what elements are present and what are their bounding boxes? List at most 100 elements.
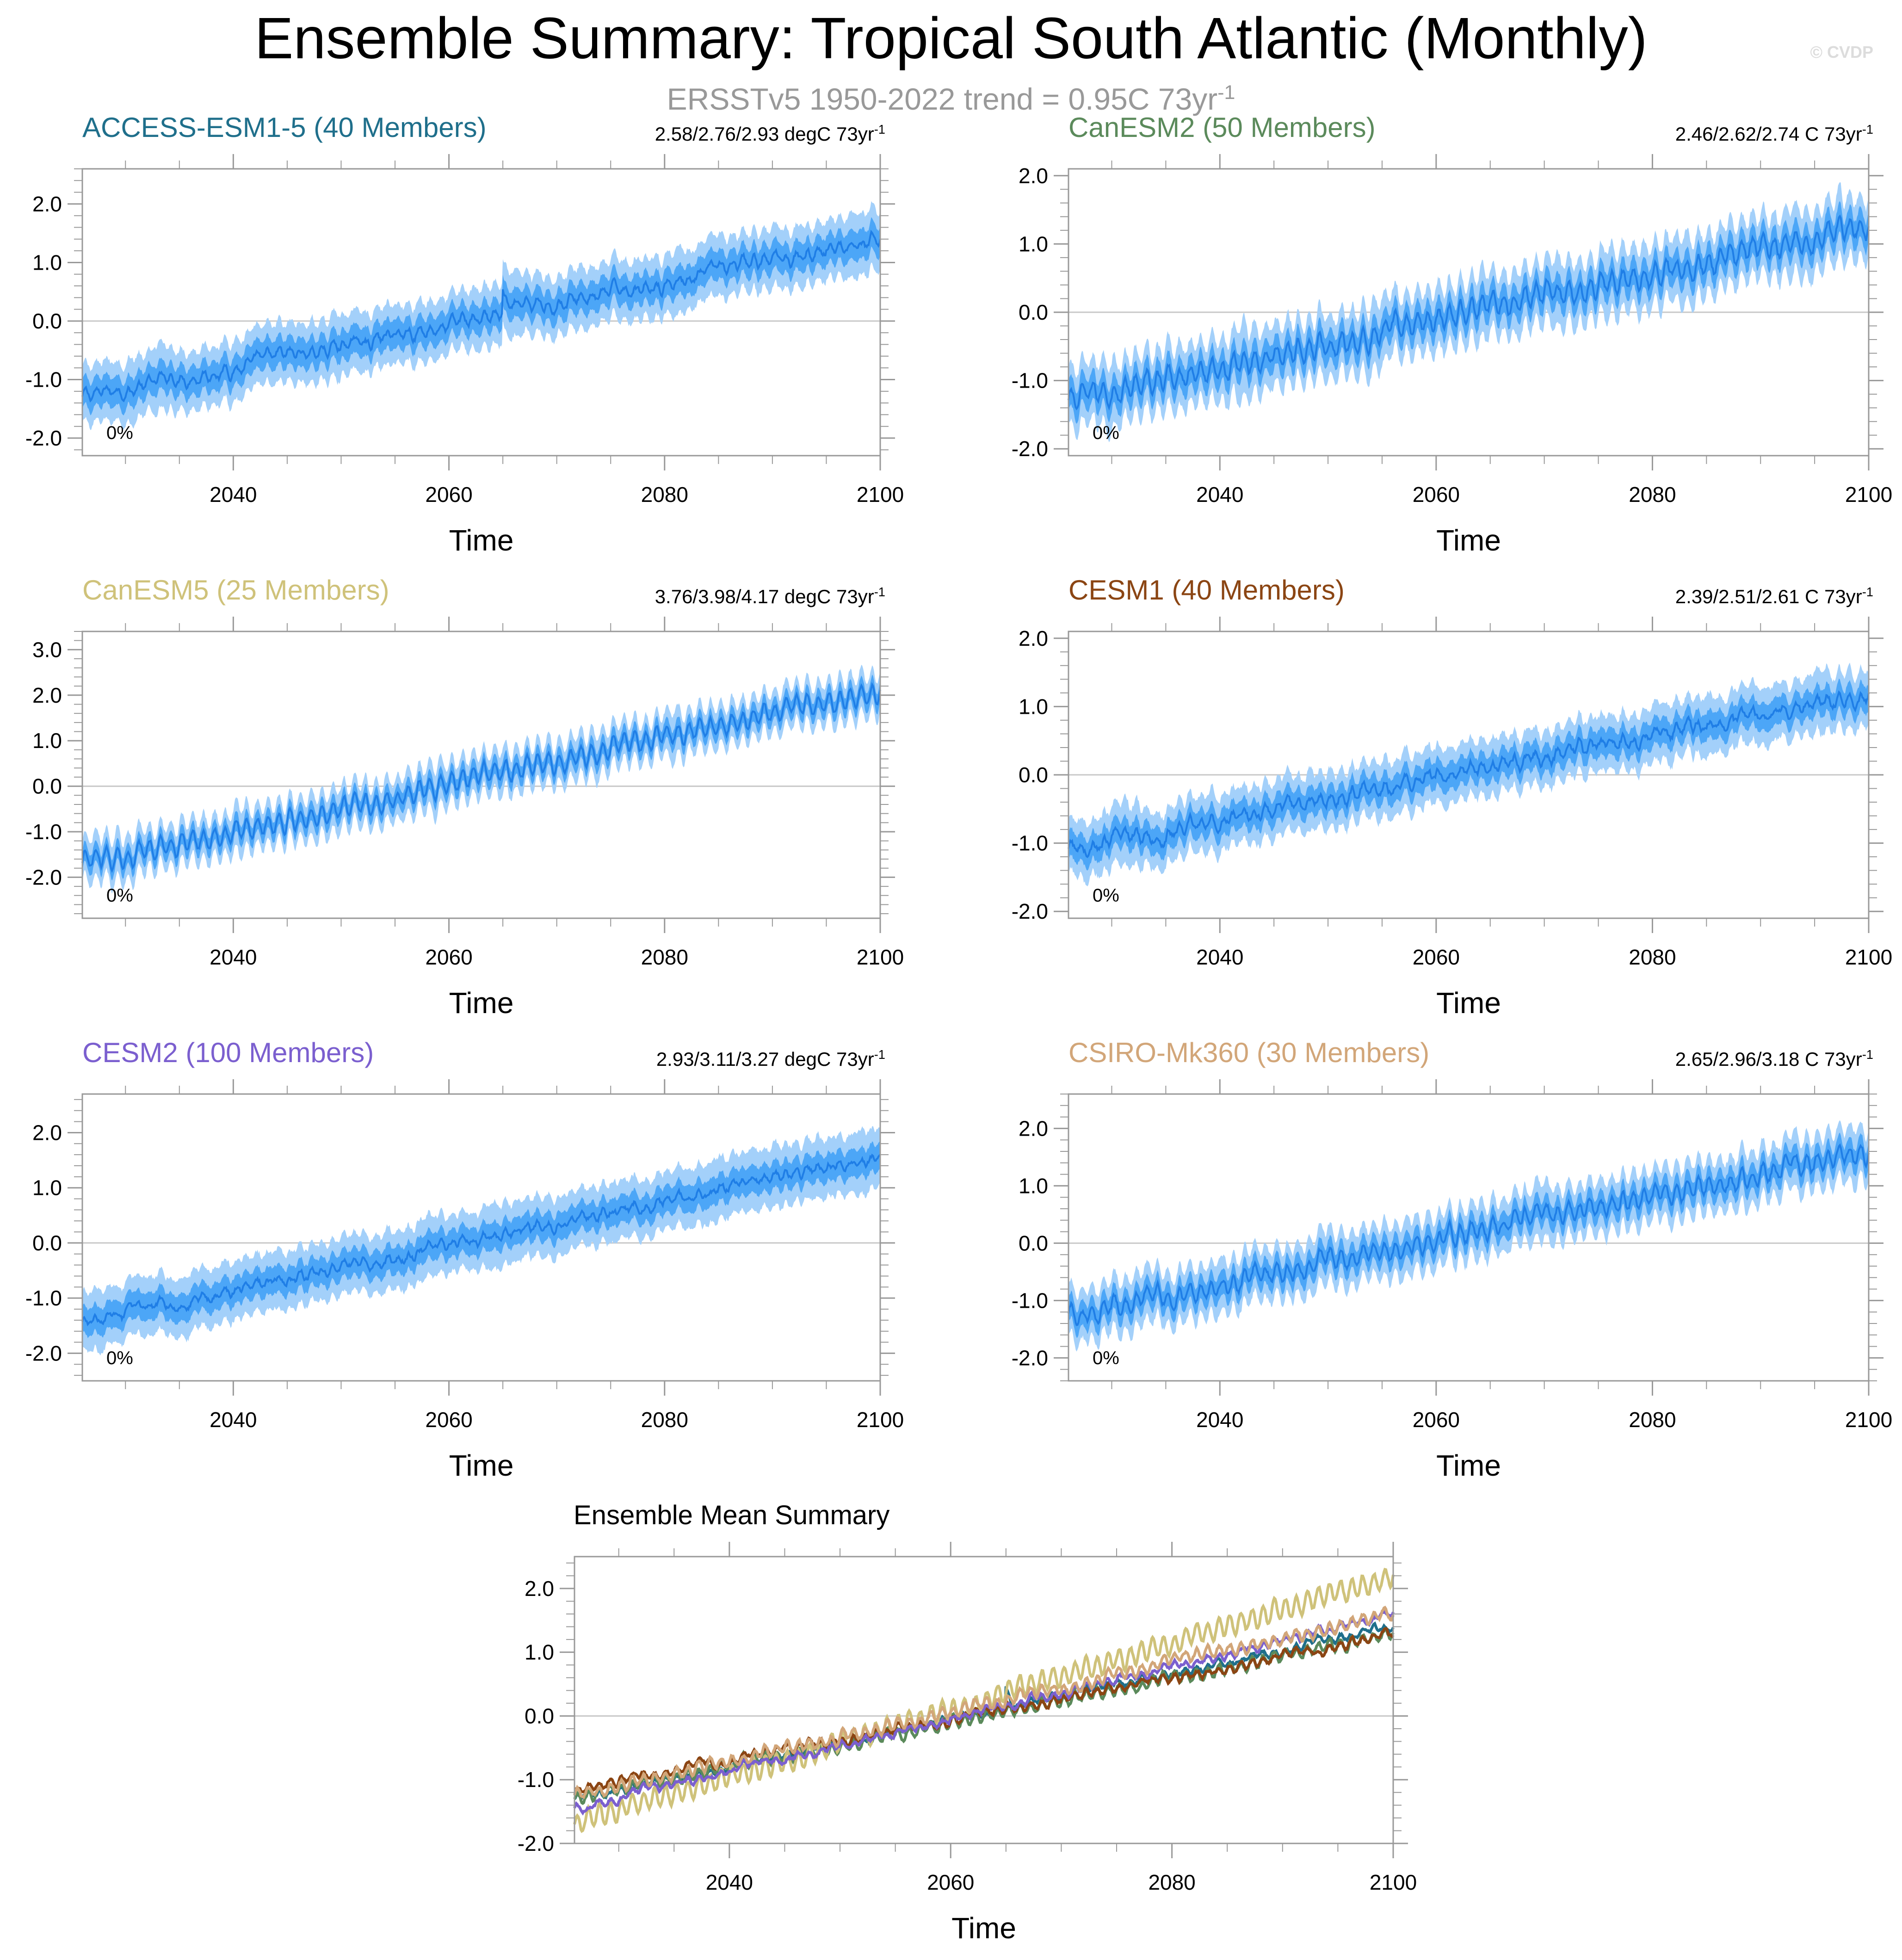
x-tick-label: 2040 <box>1196 945 1243 969</box>
x-axis-label: Time <box>449 986 514 1020</box>
x-tick-label: 2060 <box>425 1408 472 1432</box>
ensemble-mean-line <box>1068 214 1870 411</box>
panel-title-cesm1: CESM1 (40 Members) <box>1068 575 1345 606</box>
y-tick-label: 2.0 <box>32 683 62 707</box>
y-tick-label: -1.0 <box>1012 1288 1048 1312</box>
y-tick-label: 1.0 <box>32 729 62 753</box>
panel-title-cesm2: CESM2 (100 Members) <box>82 1037 374 1068</box>
trend-value: 2.46/2.62/2.74 C 73yr <box>1675 123 1862 145</box>
y-tick-label: 2.0 <box>1019 164 1048 188</box>
x-axis-label: Time <box>1436 1449 1501 1482</box>
x-tick-label: 2100 <box>1845 945 1892 969</box>
x-tick-label: 2100 <box>1845 482 1892 507</box>
x-tick-label: 2080 <box>641 482 688 507</box>
x-axis-label: Time <box>449 524 514 557</box>
page-subtitle: ERSSTv5 1950-2022 trend = 0.95C 73yr-1 <box>0 74 1902 117</box>
percent-label: 0% <box>1093 1348 1119 1368</box>
y-tick-label: -1.0 <box>1012 369 1048 393</box>
panel-title-canesm2: CanESM2 (50 Members) <box>1068 112 1376 143</box>
x-tick-label: 2040 <box>1196 482 1243 507</box>
y-tick-label: -1.0 <box>25 1286 62 1310</box>
x-tick-label: 2080 <box>641 1408 688 1432</box>
ensemble-mean-line <box>81 682 881 873</box>
ensemble-mean-line <box>81 229 881 403</box>
y-tick-label: 2.0 <box>1019 626 1048 650</box>
trend-superscript: -1 <box>874 1047 885 1062</box>
y-tick-label: 0.0 <box>525 1704 554 1728</box>
percent-label: 0% <box>106 1348 133 1368</box>
y-tick-label: 0.0 <box>1019 300 1048 324</box>
trend-text-access: 2.58/2.76/2.93 degC 73yr-1 <box>655 117 885 147</box>
panel-title-canesm5: CanESM5 (25 Members) <box>82 575 389 606</box>
x-tick-label: 2100 <box>1370 1870 1417 1894</box>
trend-text-canesm5: 3.76/3.98/4.17 degC 73yr-1 <box>655 579 885 610</box>
y-tick-label: 0.0 <box>1019 1231 1048 1255</box>
y-tick-label: -1.0 <box>1012 831 1048 855</box>
y-tick-label: 3.0 <box>32 637 62 662</box>
plot-canesm2: 0% -2.0 -1.0 0.0 1.0 2.0 2040 2060 2080 2100 Time <box>1012 154 1892 557</box>
panel-title-csiro: CSIRO-Mk360 (30 Members) <box>1068 1037 1430 1068</box>
x-tick-label: 2080 <box>641 945 688 969</box>
percent-label: 0% <box>1093 885 1119 906</box>
ensemble-mean-line <box>1068 1143 1870 1326</box>
summary-title: Ensemble Mean Summary <box>574 1500 890 1530</box>
y-tick-label: 2.0 <box>1019 1116 1048 1140</box>
x-tick-label: 2060 <box>425 482 472 507</box>
series-line-csiro-mk360 <box>573 1606 1395 1799</box>
trend-text-cesm1: 2.39/2.51/2.61 C 73yr-1 <box>1675 579 1873 610</box>
ensemble-mean-line <box>1068 690 1870 859</box>
x-tick-label: 2060 <box>1413 1408 1460 1432</box>
trend-text-canesm2: 2.46/2.62/2.74 C 73yr-1 <box>1675 117 1873 147</box>
y-tick-label: 2.0 <box>525 1577 554 1601</box>
x-axis-label: Time <box>1436 986 1501 1020</box>
y-tick-label: 1.0 <box>1019 694 1048 718</box>
trend-text-csiro: 2.65/2.96/3.18 C 73yr-1 <box>1675 1042 1873 1072</box>
y-tick-label: 1.0 <box>32 250 62 274</box>
y-tick-label: 1.0 <box>32 1176 62 1200</box>
x-axis-label: Time <box>1436 524 1501 557</box>
y-tick-label: -2.0 <box>25 1341 62 1365</box>
x-tick-label: 2080 <box>1629 482 1676 507</box>
plot-frame <box>81 631 881 919</box>
page-title: Ensemble Summary: Tropical South Atlanti… <box>254 6 1648 71</box>
x-tick-label: 2060 <box>1413 482 1460 507</box>
plot-frame <box>1068 1093 1870 1382</box>
trend-value: 3.76/3.98/4.17 degC 73yr <box>655 586 874 607</box>
plot-access-esm1-5: 0% -2.0 -1.0 0.0 1.0 2.0 2040 2060 2080 2100 Time <box>25 154 904 557</box>
x-tick-label: 2040 <box>1196 1408 1243 1432</box>
plot-ensemble-mean-summary: -2.0 -1.0 0.0 1.0 2.0 2040 2060 2080 2100 Time <box>518 1542 1417 1945</box>
trend-value: 2.58/2.76/2.93 degC 73yr <box>655 123 874 145</box>
x-tick-label: 2100 <box>1845 1408 1892 1432</box>
copyright-mark: © CVDP <box>1810 43 1873 62</box>
y-tick-label: 0.0 <box>32 1231 62 1255</box>
y-tick-label: -2.0 <box>25 426 62 450</box>
x-tick-label: 2060 <box>927 1870 974 1894</box>
x-tick-label: 2080 <box>1629 1408 1676 1432</box>
trend-text-cesm2: 2.93/3.11/3.27 degC 73yr-1 <box>656 1042 885 1072</box>
trend-value: 2.65/2.96/3.18 C 73yr <box>1675 1048 1862 1070</box>
subtitle-superscript: -1 <box>1217 81 1235 104</box>
y-tick-label: 0.0 <box>32 774 62 798</box>
x-tick-label: 2100 <box>857 1408 904 1432</box>
x-tick-label: 2040 <box>210 1408 257 1432</box>
y-tick-label: 2.0 <box>32 1120 62 1144</box>
plot-cesm2: 0% -2.0 -1.0 0.0 1.0 2.0 2040 2060 2080 2100 Time <box>25 1079 904 1482</box>
y-tick-label: 0.0 <box>1019 763 1048 787</box>
x-tick-label: 2040 <box>210 482 257 507</box>
plot-frame <box>81 168 881 457</box>
y-tick-label: 1.0 <box>1019 1174 1048 1198</box>
x-axis-label: Time <box>449 1449 514 1482</box>
y-tick-label: 0.0 <box>32 309 62 333</box>
x-tick-label: 2040 <box>706 1870 753 1894</box>
x-tick-label: 2100 <box>857 482 904 507</box>
inner-spread-band <box>1068 678 1869 871</box>
y-tick-label: 1.0 <box>1019 232 1048 256</box>
inner-spread-band <box>82 217 880 416</box>
y-tick-label: -2.0 <box>25 865 62 889</box>
x-tick-label: 2040 <box>210 945 257 969</box>
plot-frame <box>81 1093 881 1382</box>
x-tick-label: 2060 <box>1413 945 1460 969</box>
trend-superscript: -1 <box>1862 585 1873 599</box>
x-axis-label: Time <box>951 1911 1016 1945</box>
